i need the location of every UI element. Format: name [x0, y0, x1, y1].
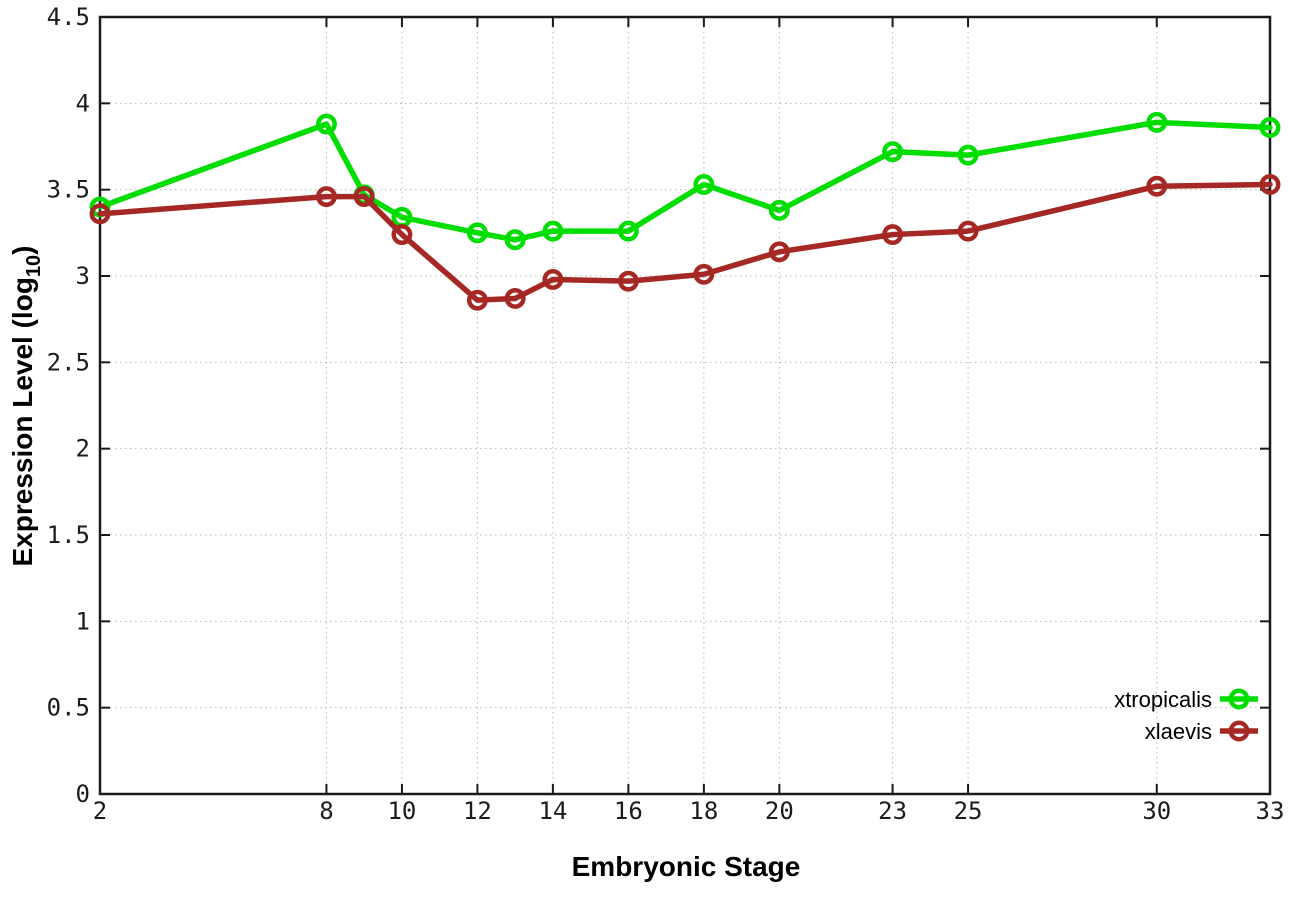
x-tick-label: 12 [463, 797, 492, 825]
data-point-xlaevis [768, 241, 790, 263]
series-line-xtropicalis [97, 119, 1273, 243]
data-point-xlaevis [957, 220, 979, 242]
data-point-xlaevis [89, 203, 111, 225]
series-line-xlaevis [97, 181, 1273, 303]
x-tick-label: 18 [689, 797, 718, 825]
data-point-xtropicalis [882, 141, 904, 163]
data-point-xlaevis [316, 186, 337, 208]
data-point-xlaevis [617, 270, 639, 292]
y-axis-title-close: ) [7, 246, 38, 255]
x-tick-label: 20 [765, 797, 794, 825]
data-point-xlaevis [353, 186, 375, 208]
y-tick-label: 3 [76, 262, 90, 290]
data-point-xtropicalis [1146, 111, 1168, 133]
data-point-xtropicalis [1259, 117, 1281, 138]
data-point-xtropicalis [957, 144, 979, 166]
data-point-xtropicalis [316, 113, 337, 135]
x-tick-label: 8 [319, 797, 333, 825]
legend-label-xlaevis: xlaevis [1145, 719, 1212, 744]
y-axis-title-main: Expression Level (log [7, 277, 38, 566]
y-tick-label: 3.5 [47, 176, 90, 204]
y-axis-title: Expression Level (log10) [7, 246, 45, 567]
data-point-xlaevis [693, 263, 715, 285]
x-axis-title: Embryonic Stage [572, 851, 801, 882]
x-tick-label: 14 [538, 797, 567, 825]
x-tick-label: 23 [878, 797, 907, 825]
data-point-xlaevis [1146, 175, 1168, 197]
legend-sample-marker-xlaevis [1228, 720, 1250, 742]
legend-sample-marker-xtropicalis [1228, 688, 1250, 710]
data-point-xtropicalis [542, 220, 564, 242]
tick-labels: 2 8 10 12 14 16 18 20 23 25 30 33 0 0.5 1 1.5 2 2.5 3 3.5 4 4… [47, 3, 1285, 825]
x-tick-label: 2 [93, 797, 107, 825]
data-point-xlaevis [466, 289, 488, 311]
data-point-xtropicalis [768, 199, 790, 221]
x-tick-label: 10 [387, 797, 416, 825]
y-tick-label: 2.5 [47, 348, 90, 376]
x-tick-label: 33 [1256, 797, 1285, 825]
data-point-xtropicalis [617, 220, 639, 242]
legend: xtropicalis xlaevis [1114, 687, 1258, 744]
y-tick-label: 1 [76, 607, 90, 635]
y-tick-label: 4.5 [47, 3, 90, 31]
series-layer [89, 111, 1281, 311]
y-tick-label: 0 [76, 780, 90, 808]
data-point-xtropicalis [504, 229, 526, 251]
data-point-xlaevis [882, 224, 904, 246]
y-tick-label: 2 [76, 435, 90, 463]
y-tick-label: 0.5 [47, 694, 90, 722]
x-tick-label: 25 [954, 797, 983, 825]
y-tick-label: 1.5 [47, 521, 90, 549]
y-axis-title-subscript: 10 [23, 255, 45, 277]
axis-ticks [99, 16, 1271, 795]
legend-label-xtropicalis: xtropicalis [1114, 687, 1212, 712]
data-point-xtropicalis [466, 222, 488, 244]
y-tick-label: 4 [76, 89, 90, 117]
data-point-xlaevis [504, 287, 526, 309]
x-tick-label: 16 [614, 797, 643, 825]
data-point-xlaevis [391, 224, 413, 246]
data-point-xtropicalis [693, 174, 715, 195]
plot-border [98, 15, 1272, 796]
x-tick-label: 30 [1142, 797, 1171, 825]
data-point-xlaevis [1259, 174, 1281, 195]
data-point-xlaevis [542, 269, 564, 290]
